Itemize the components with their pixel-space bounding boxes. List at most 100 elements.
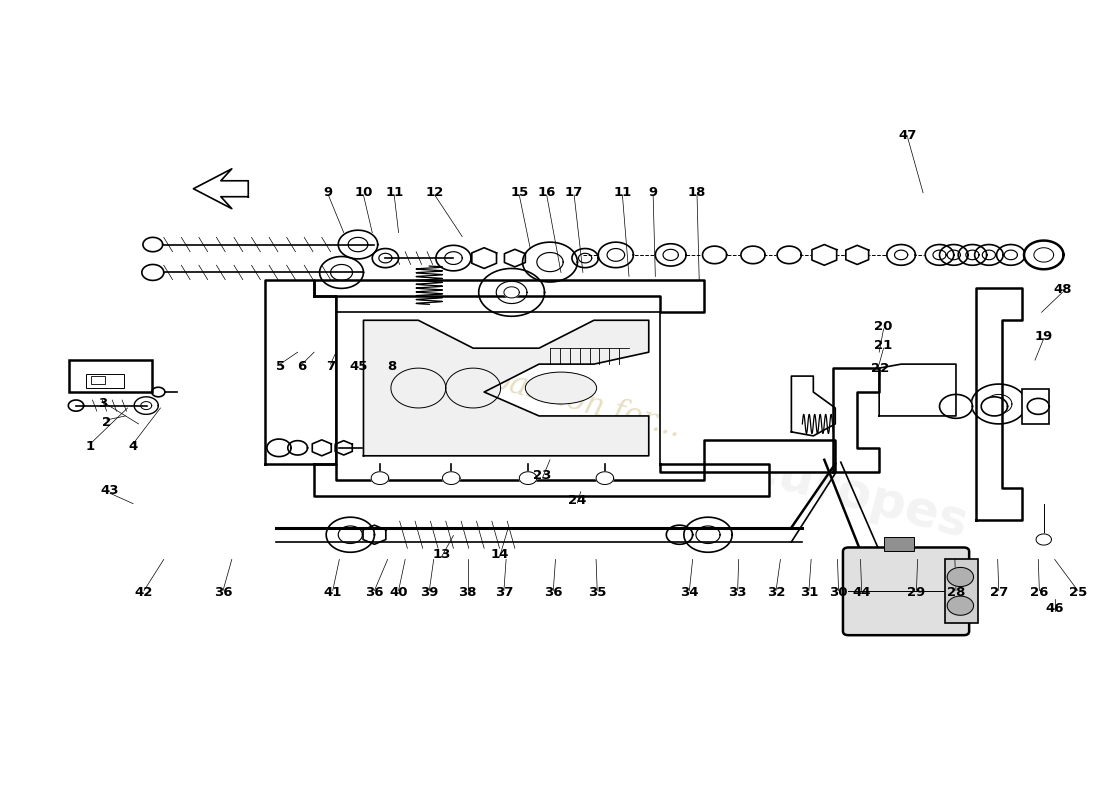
Polygon shape xyxy=(981,397,1008,416)
Polygon shape xyxy=(504,286,519,298)
Text: 11: 11 xyxy=(614,186,631,199)
Polygon shape xyxy=(925,245,954,266)
Polygon shape xyxy=(478,269,544,316)
Text: 44: 44 xyxy=(852,586,871,599)
Polygon shape xyxy=(741,246,766,264)
Polygon shape xyxy=(265,281,336,464)
Text: 22: 22 xyxy=(871,362,890,374)
Polygon shape xyxy=(1027,398,1049,414)
Polygon shape xyxy=(777,246,801,264)
Polygon shape xyxy=(312,440,331,456)
Text: a passion for...: a passion for... xyxy=(460,356,684,444)
Polygon shape xyxy=(315,464,769,496)
Text: 46: 46 xyxy=(1045,602,1064,615)
Polygon shape xyxy=(1036,534,1052,545)
Text: 2: 2 xyxy=(102,416,111,429)
Polygon shape xyxy=(327,517,374,552)
Polygon shape xyxy=(947,596,974,615)
Polygon shape xyxy=(363,320,649,456)
Polygon shape xyxy=(1024,241,1064,270)
Text: 34: 34 xyxy=(680,586,698,599)
Polygon shape xyxy=(833,368,879,472)
Polygon shape xyxy=(371,472,388,485)
Text: 16: 16 xyxy=(538,186,556,199)
Polygon shape xyxy=(887,245,915,266)
Polygon shape xyxy=(336,441,352,455)
Text: 10: 10 xyxy=(354,186,373,199)
Text: 47: 47 xyxy=(899,129,917,142)
Polygon shape xyxy=(68,400,84,411)
Text: 11: 11 xyxy=(385,186,404,199)
Bar xyxy=(1022,389,1049,424)
Text: 7: 7 xyxy=(326,360,336,373)
Text: 36: 36 xyxy=(213,586,232,599)
Polygon shape xyxy=(363,525,386,544)
Text: 40: 40 xyxy=(389,586,408,599)
Polygon shape xyxy=(142,265,164,281)
Text: 35: 35 xyxy=(588,586,606,599)
Polygon shape xyxy=(372,249,398,268)
Text: 39: 39 xyxy=(420,586,439,599)
Text: 9: 9 xyxy=(323,186,333,199)
Text: 25: 25 xyxy=(1068,586,1087,599)
Text: 23: 23 xyxy=(534,470,551,482)
Text: 31: 31 xyxy=(800,586,818,599)
Bar xyxy=(945,559,978,623)
Polygon shape xyxy=(596,472,614,485)
Polygon shape xyxy=(519,472,537,485)
Text: 32: 32 xyxy=(767,586,785,599)
Text: 14: 14 xyxy=(491,548,508,561)
Polygon shape xyxy=(143,238,163,252)
Text: 17: 17 xyxy=(565,186,583,199)
Text: 12: 12 xyxy=(426,186,444,199)
Polygon shape xyxy=(656,244,686,266)
Text: 9: 9 xyxy=(649,186,658,199)
Polygon shape xyxy=(315,281,704,312)
Polygon shape xyxy=(288,441,308,455)
Text: 3: 3 xyxy=(98,398,107,410)
Text: 19: 19 xyxy=(1035,330,1053,342)
Polygon shape xyxy=(975,245,1003,266)
Text: 30: 30 xyxy=(829,586,848,599)
Text: 36: 36 xyxy=(365,586,384,599)
Text: 24: 24 xyxy=(569,494,586,507)
Text: 41: 41 xyxy=(323,586,342,599)
Text: 37: 37 xyxy=(495,586,513,599)
Text: 33: 33 xyxy=(728,586,747,599)
Polygon shape xyxy=(267,439,292,457)
Text: 28: 28 xyxy=(947,586,965,599)
Polygon shape xyxy=(660,440,835,472)
Text: 1: 1 xyxy=(86,440,95,453)
Polygon shape xyxy=(446,368,501,408)
Polygon shape xyxy=(505,250,526,267)
Text: 6: 6 xyxy=(297,360,307,373)
Polygon shape xyxy=(684,517,733,552)
Polygon shape xyxy=(971,384,1026,424)
Text: 29: 29 xyxy=(908,586,925,599)
Text: 48: 48 xyxy=(1053,283,1071,297)
Polygon shape xyxy=(939,245,968,266)
Polygon shape xyxy=(339,230,377,259)
Polygon shape xyxy=(703,246,727,264)
Text: 38: 38 xyxy=(459,586,477,599)
Text: 18: 18 xyxy=(688,186,706,199)
Text: 45: 45 xyxy=(350,360,368,373)
Polygon shape xyxy=(194,169,249,209)
Text: 26: 26 xyxy=(1031,586,1048,599)
Text: europes: europes xyxy=(740,443,974,548)
Bar xyxy=(883,537,914,551)
Polygon shape xyxy=(947,567,974,586)
Text: 5: 5 xyxy=(275,360,285,373)
Polygon shape xyxy=(442,472,460,485)
Polygon shape xyxy=(152,387,165,397)
Polygon shape xyxy=(572,249,598,268)
Bar xyxy=(91,376,104,384)
Text: 8: 8 xyxy=(387,360,397,373)
Ellipse shape xyxy=(526,372,596,404)
Text: 27: 27 xyxy=(990,586,1008,599)
FancyBboxPatch shape xyxy=(843,547,969,635)
Polygon shape xyxy=(472,248,496,269)
Polygon shape xyxy=(846,246,869,265)
Text: 20: 20 xyxy=(874,320,893,333)
Polygon shape xyxy=(879,364,956,416)
